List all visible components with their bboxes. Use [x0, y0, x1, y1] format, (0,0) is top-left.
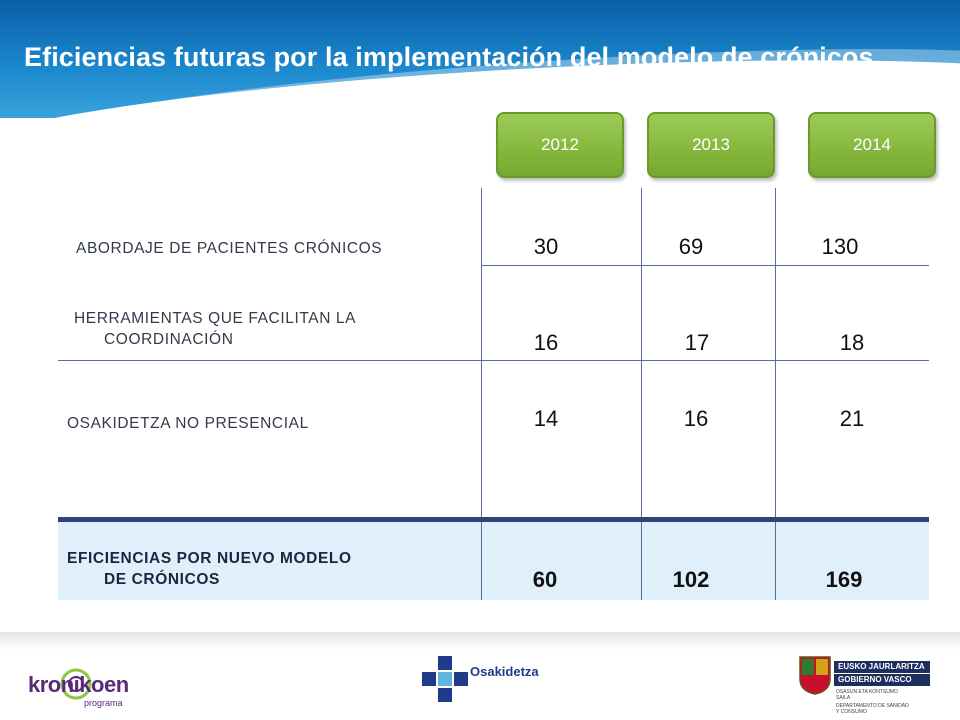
row-divider: [481, 265, 929, 266]
gv-line2: GOBIERNO VASCO: [834, 674, 930, 686]
osakidetza-cross-icon: [422, 656, 468, 702]
page-title: Eficiencias futuras por la implementació…: [24, 42, 874, 72]
value-cell: 16: [533, 330, 559, 355]
header-banner: [0, 0, 960, 118]
gv-small3: DEPARTAMENTO DE SANIDAD: [836, 703, 909, 709]
total-row-background: [58, 522, 929, 600]
footer-divider: [0, 632, 960, 650]
osakidetza-logo: Osakidetza: [420, 652, 550, 708]
year-tab-2013: 2013: [647, 112, 775, 178]
column-divider: [775, 188, 776, 600]
row-label-herramientas: HERRAMIENTAS QUE FACILITAN LA COORDINACI…: [74, 310, 357, 348]
row-label-abordaje: ABORDAJE DE PACIENTES CRÓNICOS: [76, 240, 383, 257]
value-cell: 17: [684, 330, 710, 355]
total-rule: [58, 517, 929, 522]
value-cell: 14: [533, 406, 559, 431]
year-tab-2014: 2014: [808, 112, 936, 178]
total-value-cell: 60: [532, 567, 558, 592]
kronikoen-swirl-icon: [60, 668, 92, 700]
year-tab-2012: 2012: [496, 112, 624, 178]
value-cell: 130: [821, 234, 859, 259]
osakidetza-name: Osakidetza: [470, 664, 539, 679]
gv-small1: OSASUN ETA KONTSUMO: [836, 689, 898, 695]
gv-line1: EUSKO JAURLARITZA: [834, 661, 930, 673]
total-value-cell: 102: [672, 567, 710, 592]
value-cell: 69: [678, 234, 704, 259]
gobierno-vasco-logo: EUSKO JAURLARITZA GOBIERNO VASCO OSASUN …: [798, 655, 938, 719]
value-cell: 16: [683, 406, 709, 431]
row-label-total: EFICIENCIAS POR NUEVO MODELO DE CRÓNICOS: [67, 550, 352, 588]
gv-small2: SAILA: [836, 695, 851, 701]
coat-of-arms-icon: [799, 656, 831, 695]
kronikoen-name: kronikoen: [28, 672, 129, 697]
kronikoen-logo: kronikoen programa: [24, 660, 144, 710]
gv-small4: Y CONSUMO: [836, 709, 867, 715]
value-cell: 30: [533, 234, 559, 259]
value-cell: 21: [839, 406, 865, 431]
row-divider: [58, 360, 929, 361]
value-cell: 18: [839, 330, 865, 355]
kronikoen-sub: programa: [84, 698, 123, 708]
column-divider: [481, 188, 482, 600]
column-divider: [641, 188, 642, 600]
total-value-cell: 169: [825, 567, 863, 592]
row-label-no-presencial: OSAKIDETZA NO PRESENCIAL: [67, 415, 309, 432]
